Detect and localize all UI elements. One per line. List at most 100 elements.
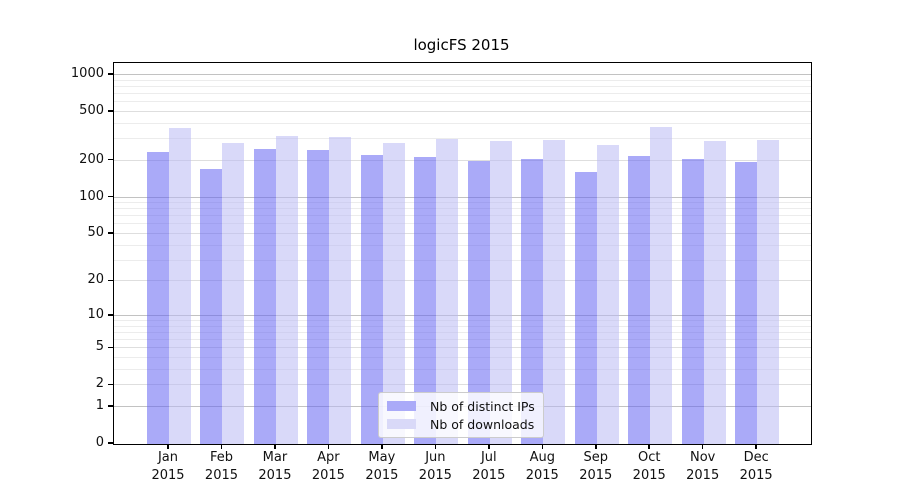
- gridline-y-7: [114, 331, 811, 333]
- x-tick-mark-nov: [701, 444, 704, 449]
- gridline-y-80: [114, 208, 811, 210]
- bar-distinct-ips-dec: [735, 161, 758, 444]
- gridline-y-3: [114, 368, 811, 370]
- bar-downloads-jul: [489, 141, 512, 444]
- legend-entry-downloads: Nb of downloads: [385, 415, 537, 433]
- x-tick-label-feb: Feb 2015: [204, 450, 239, 483]
- gridline-y-600: [114, 101, 811, 103]
- x-tick-label-aug: Aug 2015: [525, 450, 559, 483]
- y-tick-label-10: 10: [87, 306, 104, 322]
- bar-downloads-apr: [329, 136, 352, 444]
- bar-downloads-jan: [169, 127, 191, 444]
- bar-distinct-ips-sep: [574, 171, 597, 444]
- bar-downloads-may: [382, 142, 405, 444]
- y-tick-mark-20: [108, 279, 113, 282]
- bar-downloads-mar: [275, 135, 298, 444]
- gridline-y-800: [114, 85, 811, 87]
- gridline-y-200: [114, 159, 811, 161]
- x-tick-mark-jan: [167, 444, 169, 449]
- bar-distinct-ips-apr: [307, 150, 330, 444]
- gridline-y-30: [114, 259, 811, 261]
- x-tick-label-apr: Apr 2015: [311, 450, 345, 483]
- bar-distinct-ips-may: [360, 155, 383, 444]
- y-tick-mark-500: [108, 110, 113, 112]
- gridline-y-2: [114, 384, 811, 386]
- y-tick-mark-0: [108, 442, 113, 444]
- bar-downloads-sep: [596, 145, 619, 444]
- gridline-y-60: [114, 223, 811, 225]
- gridline-y-50: [114, 233, 811, 234]
- legend-label-distinct-ips: Nb of distinct IPs: [430, 398, 535, 414]
- bar-distinct-ips-feb: [200, 169, 223, 444]
- bar-downloads-nov: [703, 141, 726, 444]
- gridline-y-90: [114, 202, 811, 204]
- bar-distinct-ips-nov: [681, 159, 704, 444]
- legend-swatch-distinct-ips: [387, 401, 416, 411]
- x-tick-mark-dec: [755, 444, 757, 449]
- y-tick-mark-200: [108, 158, 113, 161]
- bar-downloads-dec: [757, 139, 780, 444]
- gridline-y-70: [114, 215, 811, 217]
- y-tick-mark-1000: [108, 73, 113, 75]
- y-tick-mark-2: [108, 383, 113, 386]
- x-tick-mark-jun: [434, 444, 437, 449]
- x-tick-mark-aug: [541, 444, 544, 449]
- bar-distinct-ips-jul: [467, 161, 490, 444]
- gridline-y-20: [114, 280, 811, 282]
- y-tick-label-0: 0: [95, 435, 104, 450]
- x-tick-label-may: May 2015: [365, 450, 399, 483]
- bar-distinct-ips-jan: [147, 151, 169, 444]
- gridline-y-9: [114, 320, 811, 322]
- x-tick-label-mar: Mar 2015: [258, 450, 292, 483]
- y-tick-mark-10: [108, 314, 113, 316]
- y-tick-mark-1: [108, 405, 113, 407]
- x-tick-mark-apr: [327, 444, 330, 449]
- x-tick-mark-sep: [595, 444, 597, 449]
- y-tick-mark-50: [108, 232, 113, 234]
- gridline-y-5: [114, 347, 811, 349]
- y-tick-label-2: 2: [95, 376, 104, 392]
- legend-swatch-downloads: [387, 419, 416, 429]
- bar-downloads-feb: [222, 142, 245, 444]
- x-tick-label-jul: Jul 2015: [472, 450, 506, 483]
- gridline-y-4: [114, 357, 811, 359]
- y-tick-label-100: 100: [79, 188, 104, 204]
- gridline-y-8: [114, 325, 811, 327]
- y-tick-label-20: 20: [87, 272, 104, 288]
- gridline-y-400: [114, 122, 811, 124]
- y-tick-label-200: 200: [79, 151, 104, 167]
- x-tick-label-jan: Jan 2015: [151, 450, 185, 483]
- x-tick-label-sep: Sep 2015: [579, 450, 613, 483]
- gridline-y-700: [114, 93, 811, 95]
- gridline-y-100: [114, 196, 811, 198]
- x-tick-mark-mar: [274, 444, 276, 449]
- y-tick-label-50: 50: [87, 224, 104, 240]
- bar-distinct-ips-oct: [628, 155, 651, 444]
- x-tick-mark-oct: [648, 444, 650, 449]
- y-tick-label-1000: 1000: [70, 66, 104, 81]
- y-tick-label-1: 1: [95, 397, 104, 413]
- chart-title: logicFS 2015: [413, 36, 510, 54]
- y-tick-mark-5: [108, 346, 113, 349]
- legend: Nb of distinct IPs Nb of downloads: [378, 392, 544, 438]
- y-tick-label-5: 5: [95, 339, 104, 355]
- legend-entry-distinct-ips: Nb of distinct IPs: [385, 397, 537, 415]
- bar-downloads-oct: [650, 126, 673, 444]
- gridline-y-300: [114, 138, 811, 140]
- gridline-y-500: [114, 110, 811, 112]
- bar-distinct-ips-mar: [253, 149, 276, 444]
- bar-distinct-ips-aug: [521, 158, 544, 444]
- bar-downloads-jun: [436, 138, 459, 444]
- gridline-y-6: [114, 339, 811, 341]
- legend-label-downloads: Nb of downloads: [430, 416, 535, 432]
- x-tick-mark-may: [381, 444, 383, 449]
- gridline-y-1000: [114, 74, 811, 75]
- y-tick-label-500: 500: [79, 102, 104, 118]
- x-tick-label-dec: Dec 2015: [739, 450, 773, 483]
- x-tick-mark-feb: [220, 444, 223, 449]
- gridline-y-900: [114, 79, 811, 81]
- y-tick-mark-100: [108, 195, 113, 198]
- x-tick-label-jun: Jun 2015: [418, 450, 452, 483]
- x-tick-mark-jul: [488, 444, 490, 449]
